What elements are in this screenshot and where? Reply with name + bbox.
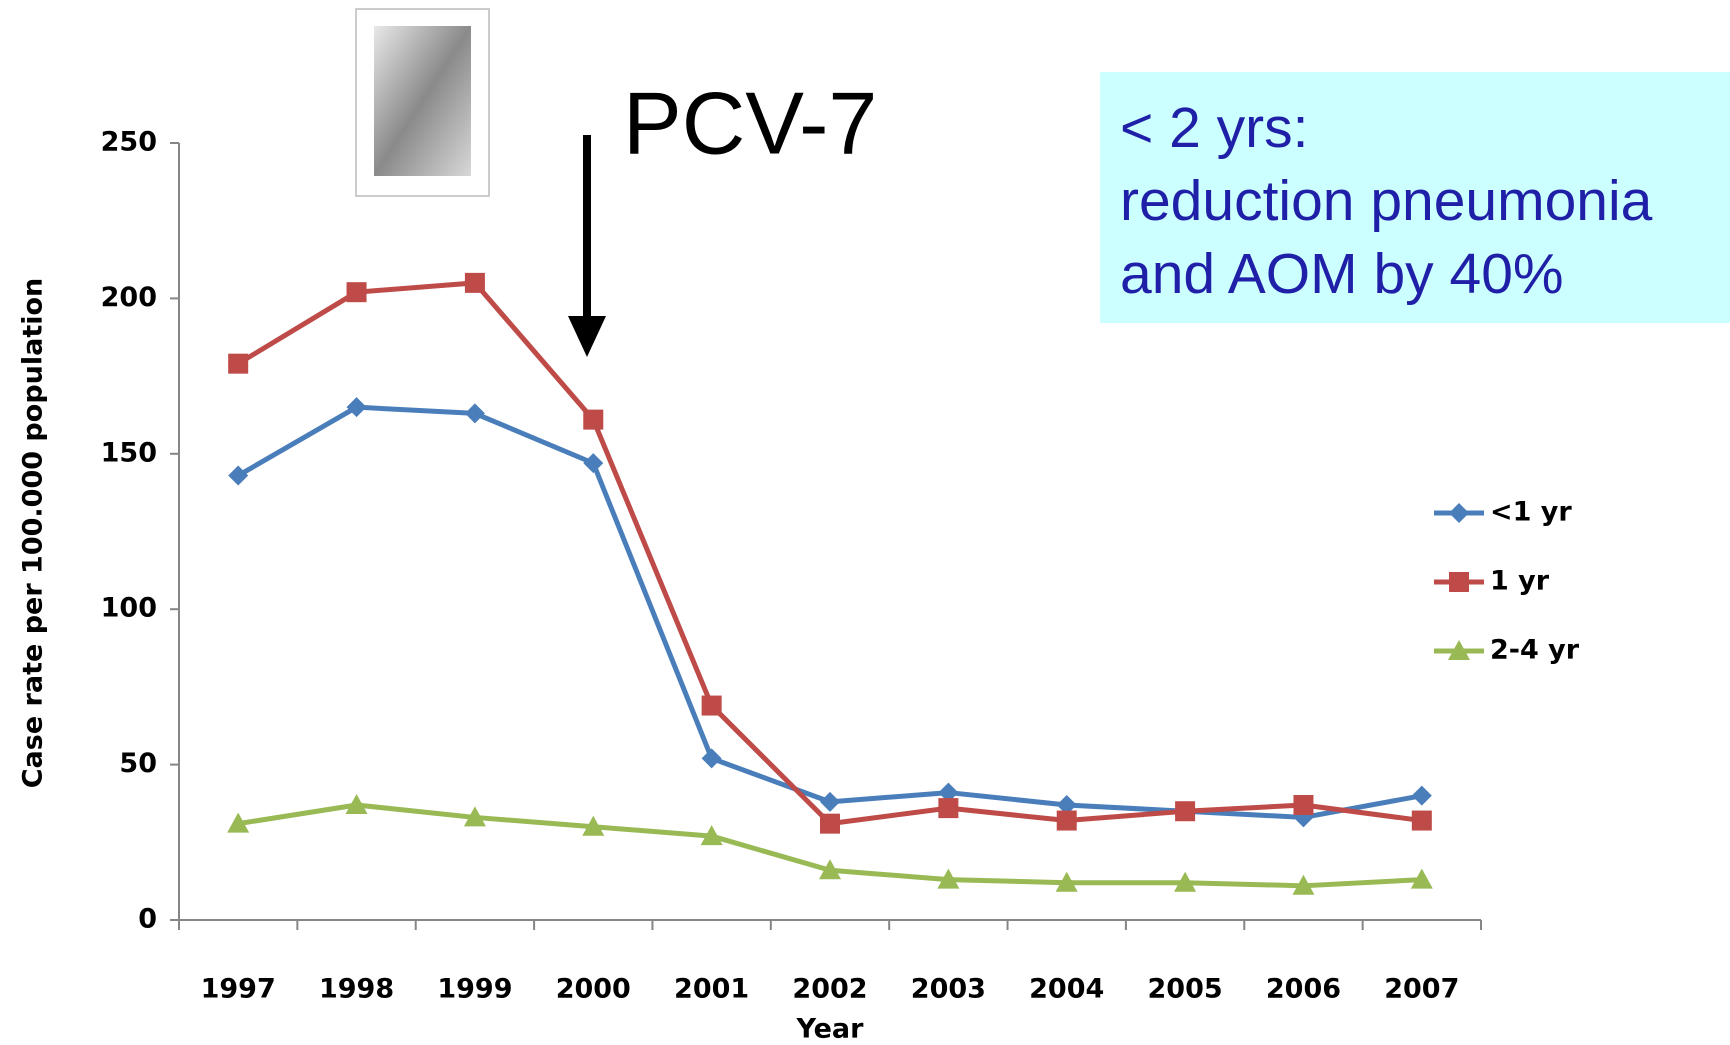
series-line <box>236 404 1423 820</box>
x-tick-label: 2000 <box>556 974 631 1005</box>
note-line: < 2 yrs: <box>1120 96 1308 160</box>
x-tick-label: 2001 <box>674 974 749 1005</box>
x-tick-label: 1999 <box>437 974 512 1005</box>
data-point <box>937 868 960 889</box>
note-box <box>1100 72 1730 323</box>
data-point <box>701 695 722 716</box>
data-point <box>464 403 485 424</box>
data-point <box>1174 871 1197 892</box>
x-tick-label: 1997 <box>201 974 276 1005</box>
arrow-label: PCV-7 <box>623 73 877 172</box>
y-axis-label: Case rate per 100.000 population <box>18 278 49 789</box>
data-point <box>464 272 485 293</box>
series-line <box>236 280 1423 827</box>
data-point <box>583 409 604 430</box>
note-line: reduction pneumonia <box>1120 169 1653 233</box>
data-point <box>701 748 722 769</box>
data-point <box>346 397 367 418</box>
y-tick-label: 250 <box>101 127 157 158</box>
data-point <box>1411 785 1432 806</box>
data-point <box>1056 810 1077 831</box>
data-point <box>819 859 841 880</box>
photo <box>374 26 471 176</box>
x-tick-label: 2006 <box>1266 974 1341 1005</box>
legend-label: 2-4 yr <box>1490 635 1580 666</box>
data-point <box>345 794 368 815</box>
legend-marker <box>1449 503 1469 523</box>
x-tick-label: 2003 <box>911 974 986 1005</box>
data-point <box>582 815 605 836</box>
data-point <box>227 812 250 833</box>
legend-label: <1 yr <box>1490 497 1572 528</box>
x-tick-label: 2002 <box>792 974 867 1005</box>
x-axis-label: Year <box>796 1014 865 1045</box>
data-point <box>228 465 249 486</box>
y-tick-label: 200 <box>101 282 157 313</box>
arrow-head <box>568 316 606 357</box>
x-tick-label: 2005 <box>1148 974 1223 1005</box>
data-point <box>1055 871 1078 892</box>
data-point <box>820 791 840 812</box>
data-point <box>820 813 840 834</box>
data-point <box>1292 874 1315 895</box>
data-point <box>938 798 959 819</box>
data-point <box>1411 810 1432 831</box>
x-tick-label: 2004 <box>1029 974 1104 1005</box>
y-tick-label: 0 <box>138 904 157 935</box>
data-point <box>1056 795 1077 816</box>
y-tick-label: 150 <box>101 437 157 468</box>
note-line: and AOM by 40% <box>1120 242 1564 306</box>
y-tick-label: 100 <box>101 593 157 624</box>
legend-marker <box>1448 640 1470 660</box>
legend-marker <box>1449 572 1469 592</box>
data-point <box>700 825 723 846</box>
legend-label: 1 yr <box>1490 566 1550 597</box>
data-point <box>583 453 604 474</box>
data-point <box>1293 795 1314 816</box>
x-tick-label: 2007 <box>1384 974 1459 1005</box>
y-tick-label: 50 <box>119 748 157 779</box>
data-point <box>1410 868 1433 889</box>
x-tick-label: 1998 <box>319 974 394 1005</box>
data-point <box>346 282 367 303</box>
data-point <box>938 782 959 803</box>
data-point <box>463 806 486 827</box>
data-point <box>228 353 249 374</box>
data-point <box>1175 801 1196 822</box>
